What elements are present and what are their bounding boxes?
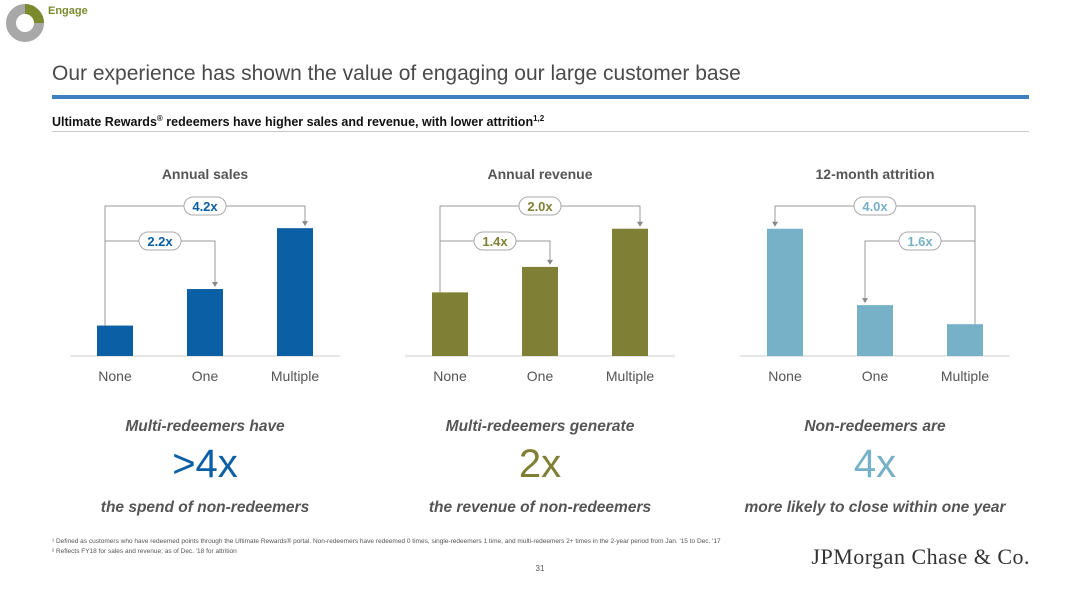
bar-none	[767, 228, 803, 356]
annotation-arrow	[772, 221, 778, 227]
annotation-arrow	[302, 221, 308, 227]
annotation-pill	[473, 231, 517, 251]
subtitle-footnote-ref: 1,2	[533, 114, 545, 123]
section-label: Engage	[48, 5, 88, 17]
annotation-label: 2.2x	[147, 234, 173, 249]
annotation-label: 1.6x	[907, 234, 933, 249]
statement-bottom: the revenue of non-redeemers	[428, 499, 652, 516]
chart-title: 12-month attrition	[815, 166, 935, 182]
bar-multiple	[612, 228, 648, 356]
statement-big: >4x	[172, 442, 238, 486]
attrition-panel: 12-month attrition None One Multiple 1.6x 4.…	[715, 150, 1035, 530]
annotation-arrow	[862, 298, 868, 304]
bar-one	[522, 266, 558, 356]
bar-none	[97, 325, 133, 356]
statement-big: 2x	[518, 442, 562, 486]
annual-revenue-chart: None One Multiple 1.4x 2.0x	[405, 196, 675, 384]
subtitle: Ultimate Rewards® redeemers have higher …	[52, 114, 544, 129]
bar-one	[857, 305, 893, 356]
title-rule	[52, 95, 1029, 99]
statement-big: 4x	[853, 442, 897, 486]
annotation-label: 4.0x	[862, 199, 888, 214]
footnote-2: ² Reflects FY18 for sales and revenue; a…	[52, 548, 237, 555]
annotation-arrow	[547, 259, 553, 265]
statement-top: Non-redeemers are	[804, 418, 946, 435]
attrition-chart: None One Multiple 1.6x 4.0x	[740, 196, 1010, 384]
statement-bottom: the spend of non-redeemers	[100, 499, 310, 516]
page-number: 31	[535, 564, 545, 573]
bar-multiple	[277, 228, 313, 356]
tick-label-one: One	[192, 368, 219, 384]
tick-label-multiple: Multiple	[606, 368, 654, 384]
annotation-label: 2.0x	[527, 199, 553, 214]
footnotes: ¹ Defined as customers who have redeemed…	[52, 537, 721, 557]
statement-top: Multi-redeemers generate	[445, 418, 635, 435]
annotation-label: 1.4x	[482, 234, 508, 249]
tick-label-none: None	[768, 368, 802, 384]
bar-one	[187, 289, 223, 356]
statement-top: Multi-redeemers have	[125, 418, 285, 435]
tick-label-none: None	[98, 368, 132, 384]
annotation-pill	[853, 196, 897, 216]
subtitle-lead: Ultimate Rewards	[52, 115, 157, 130]
annotation-pill	[518, 196, 562, 216]
annotation-pill	[138, 231, 182, 251]
footnote-1: ¹ Defined as customers who have redeemed…	[52, 538, 721, 545]
annual-revenue-panel: Annual revenue None One Multiple 1.4x 2.0x M…	[380, 150, 700, 530]
annotation-pill	[183, 196, 227, 216]
subtitle-rule	[52, 131, 1029, 132]
registered-mark: ®	[156, 114, 163, 123]
engage-donut-icon	[6, 4, 44, 42]
subtitle-rest: redeemers have higher sales and revenue,…	[162, 115, 534, 130]
tick-label-none: None	[433, 368, 467, 384]
annotation-arrow	[637, 221, 643, 227]
bar-multiple	[947, 324, 983, 356]
company-logo: JPMorgan Chase & Co.	[811, 544, 1030, 569]
statement-bottom: more likely to close within one year	[744, 499, 1006, 516]
page-title: Our experience has shown the value of en…	[52, 62, 741, 85]
annual-sales-chart: None One Multiple 2.2x 4.2x	[70, 196, 340, 384]
annotation-pill	[898, 231, 942, 251]
annotation-label: 4.2x	[192, 199, 218, 214]
chart-title: Annual sales	[161, 166, 249, 182]
annual-sales-panel: Annual sales None One Multiple 2.2x 4.2x Mul…	[45, 150, 365, 530]
tick-label-one: One	[862, 368, 889, 384]
bar-none	[432, 292, 468, 356]
chart-title: Annual revenue	[487, 166, 593, 182]
tick-label-multiple: Multiple	[941, 368, 989, 384]
tick-label-multiple: Multiple	[271, 368, 319, 384]
tick-label-one: One	[527, 368, 554, 384]
annotation-arrow	[212, 282, 218, 288]
